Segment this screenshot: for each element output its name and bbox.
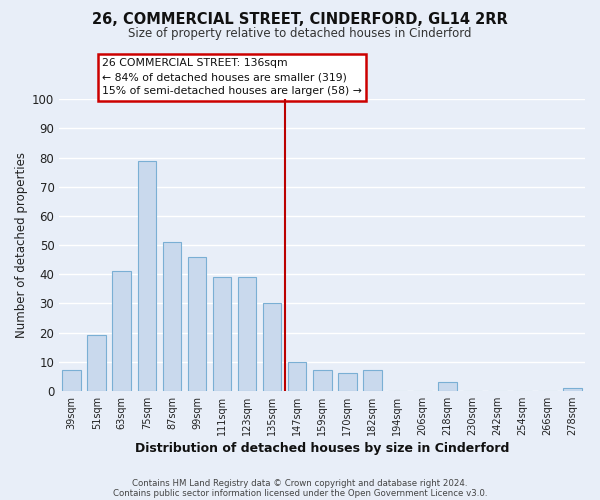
Bar: [163, 242, 181, 391]
Bar: [363, 370, 382, 391]
Text: Contains HM Land Registry data © Crown copyright and database right 2024.: Contains HM Land Registry data © Crown c…: [132, 478, 468, 488]
Bar: [313, 370, 332, 391]
Text: Size of property relative to detached houses in Cinderford: Size of property relative to detached ho…: [128, 28, 472, 40]
Bar: [288, 362, 307, 391]
Text: 26, COMMERCIAL STREET, CINDERFORD, GL14 2RR: 26, COMMERCIAL STREET, CINDERFORD, GL14 …: [92, 12, 508, 28]
Bar: [62, 370, 81, 391]
X-axis label: Distribution of detached houses by size in Cinderford: Distribution of detached houses by size …: [135, 442, 509, 455]
Bar: [238, 277, 256, 391]
Bar: [137, 160, 156, 391]
Bar: [563, 388, 582, 391]
Bar: [188, 256, 206, 391]
Bar: [112, 272, 131, 391]
Text: Contains public sector information licensed under the Open Government Licence v3: Contains public sector information licen…: [113, 488, 487, 498]
Bar: [338, 374, 356, 391]
Bar: [212, 277, 232, 391]
Bar: [88, 336, 106, 391]
Y-axis label: Number of detached properties: Number of detached properties: [15, 152, 28, 338]
Bar: [263, 304, 281, 391]
Text: 26 COMMERCIAL STREET: 136sqm
← 84% of detached houses are smaller (319)
15% of s: 26 COMMERCIAL STREET: 136sqm ← 84% of de…: [102, 58, 362, 96]
Bar: [438, 382, 457, 391]
